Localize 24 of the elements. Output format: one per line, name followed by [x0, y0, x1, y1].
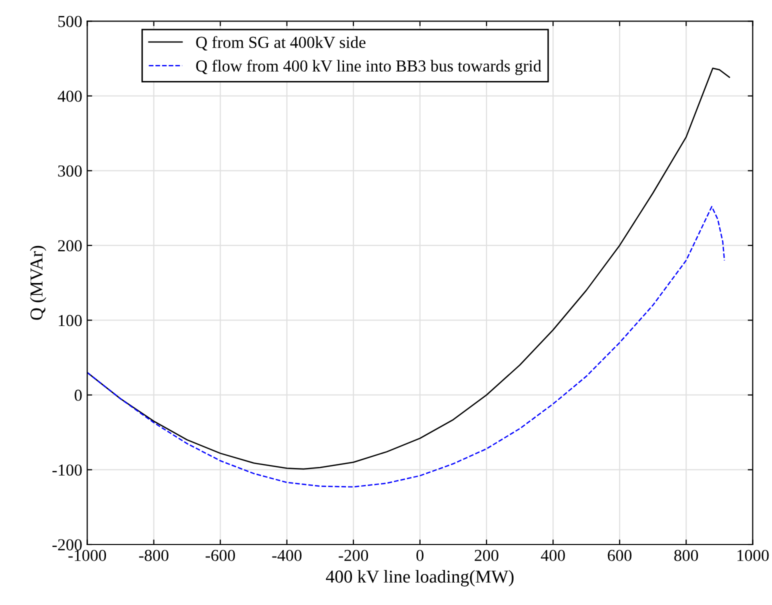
y-tick-label: -100	[52, 464, 82, 476]
x-tick-label: 800	[674, 550, 698, 562]
x-tick-label: 400	[540, 550, 565, 562]
x-axis-title: 400 kV line loading(MW)	[326, 570, 514, 586]
x-tick-label: -400	[272, 550, 302, 562]
y-tick-label: 300	[58, 165, 82, 177]
y-tick-label: -200	[52, 539, 82, 550]
y-tick-label: 500	[58, 16, 82, 28]
x-tick-label: 200	[474, 550, 498, 562]
legend-label: Q flow from 400 kV line into BB3 bus towards grid	[196, 60, 542, 76]
legend-label: Q from SG at 400kV side	[196, 36, 366, 51]
line-series	[87, 206, 726, 488]
y-tick-label: 100	[58, 314, 82, 326]
x-tick-label: -1000	[68, 550, 106, 562]
x-tick-label: 600	[608, 550, 632, 562]
x-tick-label: -200	[338, 550, 368, 562]
y-tick-label: 400	[58, 90, 82, 102]
x-tick-label: 0	[416, 550, 424, 562]
y-tick-label: 0	[74, 390, 82, 401]
y-axis-title: Q (MVAr)	[30, 246, 46, 320]
x-tick-label: 1000	[738, 550, 769, 562]
y-tick-label: 200	[58, 240, 82, 252]
x-tick-label: -600	[206, 550, 235, 562]
x-tick-label: -800	[139, 550, 168, 562]
